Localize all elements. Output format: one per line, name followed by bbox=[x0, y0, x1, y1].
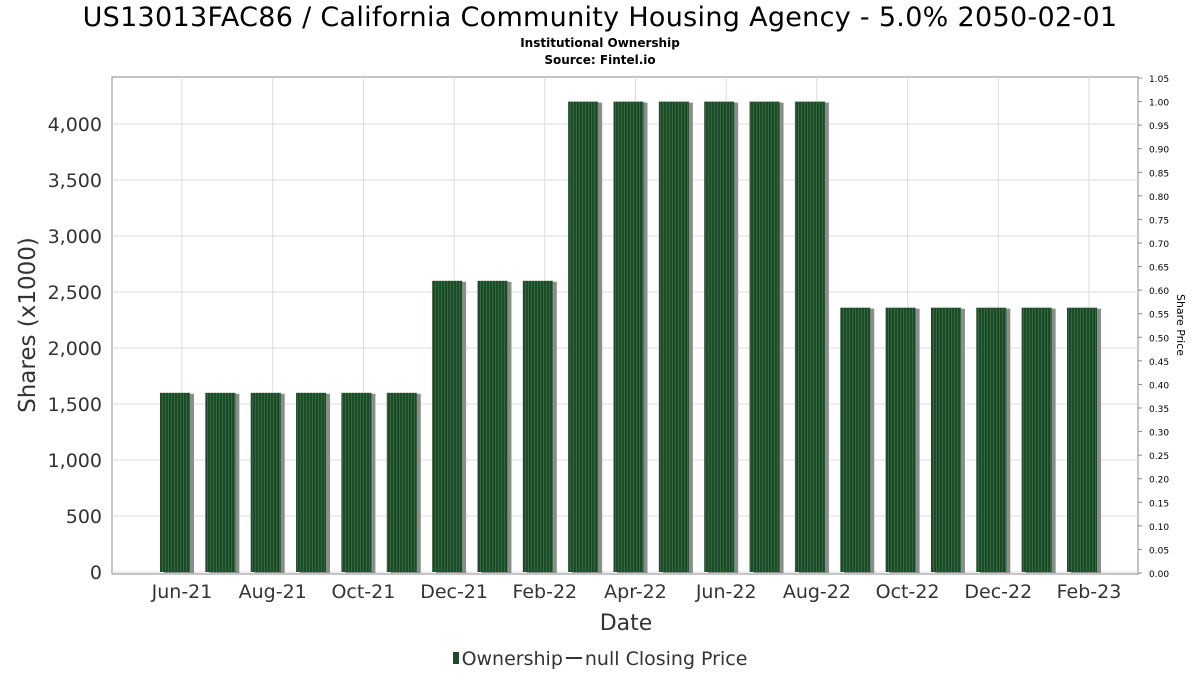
bar bbox=[296, 392, 327, 572]
bar bbox=[160, 392, 190, 572]
y2-tick-label: 0.35 bbox=[1149, 405, 1169, 415]
y-tick-label: 0 bbox=[90, 562, 102, 584]
x-tick-label: Oct-21 bbox=[331, 581, 395, 603]
bar bbox=[1021, 307, 1052, 572]
y-tick-label: 3,500 bbox=[48, 170, 102, 192]
legend-ownership-label[interactable]: Ownership bbox=[461, 648, 563, 670]
bar bbox=[613, 101, 644, 572]
x-tick-label: Feb-22 bbox=[512, 581, 577, 603]
y2-tick-label: 0.00 bbox=[1149, 570, 1169, 580]
bar bbox=[1067, 307, 1097, 572]
x-tick-label: Oct-22 bbox=[876, 581, 940, 603]
bar bbox=[885, 307, 916, 572]
bar bbox=[205, 392, 236, 572]
x-tick-label: Feb-23 bbox=[1057, 581, 1122, 603]
bar bbox=[840, 307, 871, 572]
y-tick-label: 1,000 bbox=[48, 450, 102, 472]
y2-tick-label: 0.55 bbox=[1149, 311, 1169, 321]
y-tick-label: 3,000 bbox=[48, 226, 102, 248]
y2-tick-label: 0.60 bbox=[1149, 287, 1169, 297]
y2-tick-label: 0.45 bbox=[1149, 358, 1169, 368]
bar bbox=[704, 101, 735, 572]
y2-tick-label: 0.50 bbox=[1149, 334, 1169, 344]
y2-tick-label: 0.25 bbox=[1149, 452, 1169, 462]
x-tick-label: Jun-21 bbox=[151, 581, 213, 603]
y2-axis-title: Share Price bbox=[1174, 294, 1187, 356]
y2-tick-label: 0.80 bbox=[1149, 193, 1169, 203]
y-tick-label: 2,500 bbox=[48, 282, 102, 304]
x-axis-title: Date bbox=[600, 611, 653, 636]
bar bbox=[568, 101, 599, 572]
y2-tick-label: 0.90 bbox=[1149, 146, 1169, 156]
bar bbox=[749, 101, 780, 572]
y2-tick-label: 0.20 bbox=[1149, 476, 1169, 486]
chart-title: US13013FAC86 / California Community Hous… bbox=[82, 2, 1118, 33]
y2-tick-label: 0.10 bbox=[1149, 523, 1169, 533]
y2-tick-label: 1.05 bbox=[1149, 75, 1169, 85]
y2-tick-label: 0.05 bbox=[1149, 546, 1169, 556]
bar bbox=[658, 101, 689, 572]
bar bbox=[477, 280, 508, 572]
x-tick-label: Aug-21 bbox=[239, 581, 307, 603]
legend-price-swatch bbox=[565, 656, 582, 659]
y2-tick-label: 0.70 bbox=[1149, 240, 1169, 250]
bar bbox=[976, 307, 1007, 572]
chart-source: Source: Fintel.io bbox=[544, 53, 656, 67]
y2-tick-label: 1.00 bbox=[1149, 99, 1169, 109]
bar bbox=[522, 280, 553, 572]
legend-price-label[interactable]: null Closing Price bbox=[584, 648, 748, 670]
bar bbox=[341, 392, 372, 572]
legend: Ownership null Closing Price bbox=[0, 648, 1200, 670]
y-tick-label: 1,500 bbox=[48, 394, 102, 416]
legend-ownership-swatch bbox=[452, 651, 459, 664]
y-tick-label: 2,000 bbox=[48, 338, 102, 360]
x-tick-label: Dec-22 bbox=[964, 581, 1032, 603]
y2-tick-label: 0.85 bbox=[1149, 169, 1169, 179]
y2-tick-label: 0.15 bbox=[1149, 499, 1169, 509]
x-tick-label: Jun-22 bbox=[695, 581, 757, 603]
y2-tick-label: 0.40 bbox=[1149, 381, 1169, 391]
bar bbox=[930, 307, 961, 572]
x-tick-label: Dec-21 bbox=[420, 581, 488, 603]
y2-tick-label: 0.30 bbox=[1149, 429, 1169, 439]
bar bbox=[794, 101, 825, 572]
y2-tick-label: 0.95 bbox=[1149, 122, 1169, 132]
bar bbox=[432, 280, 463, 572]
x-tick-label: Apr-22 bbox=[604, 581, 667, 603]
y-tick-label: 500 bbox=[66, 506, 102, 528]
y-tick-label: 4,000 bbox=[48, 114, 102, 136]
chart-subtitle: Institutional Ownership bbox=[520, 36, 680, 50]
x-tick-label: Aug-22 bbox=[783, 581, 851, 603]
bar bbox=[250, 392, 281, 572]
y-axis-title: Shares (x1000) bbox=[15, 237, 41, 413]
y2-tick-label: 0.75 bbox=[1149, 216, 1169, 226]
y2-tick-label: 0.65 bbox=[1149, 264, 1169, 274]
bar bbox=[386, 392, 417, 572]
